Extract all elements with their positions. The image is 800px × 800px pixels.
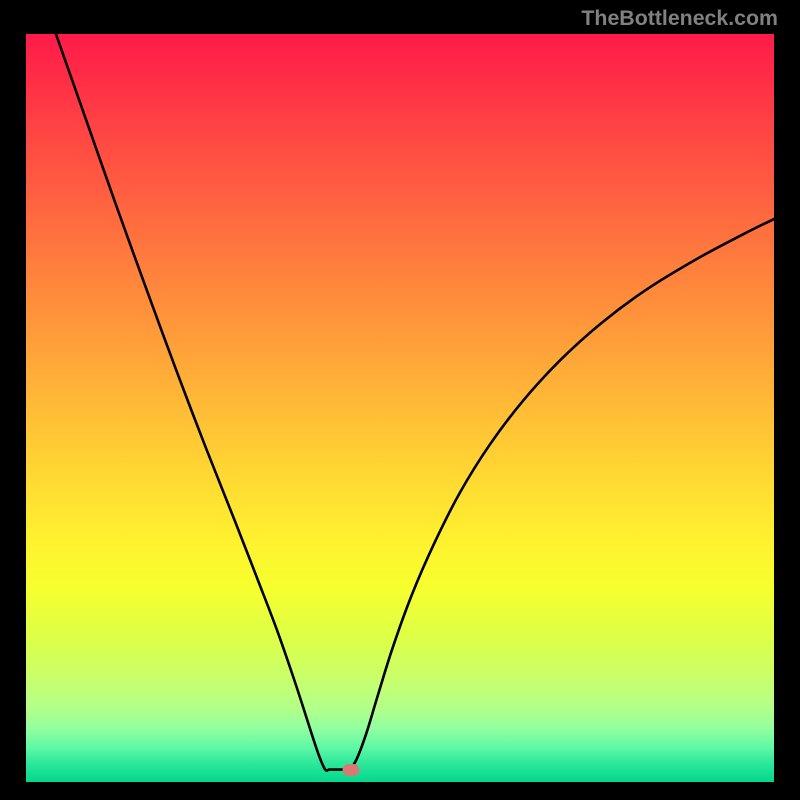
bottleneck-curve <box>26 34 774 774</box>
watermark-text: TheBottleneck.com <box>581 6 778 31</box>
minimum-marker <box>342 764 359 776</box>
chart-frame: TheBottleneck.com <box>0 0 800 800</box>
plot-area <box>26 34 774 774</box>
